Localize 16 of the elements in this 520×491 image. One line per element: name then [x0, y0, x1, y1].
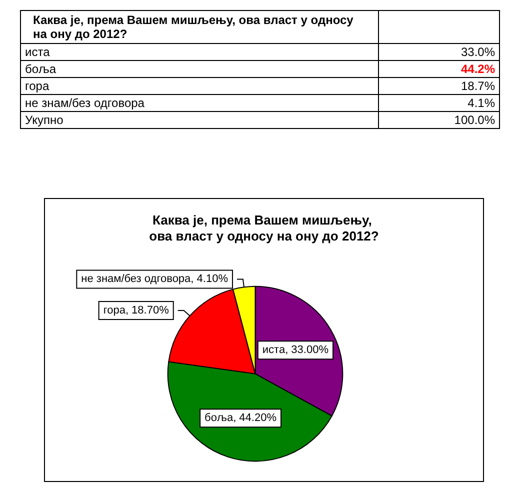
- text: 18.7%: [460, 79, 495, 93]
- text: Каква је, према Вашем мишљењу, ова власт у односу на ону до 2012?: [20, 10, 378, 44]
- text: 44.2%: [460, 62, 495, 76]
- category-label: гора: [20, 78, 378, 94]
- slice-label: боља, 44.20%: [204, 412, 277, 424]
- slice-label: иста, 33.00%: [262, 344, 329, 356]
- category-label: не знам/без одговора: [20, 94, 378, 112]
- text: 100.0%: [454, 113, 495, 127]
- text: 4.1%: [468, 96, 495, 110]
- text: 33.0%: [460, 45, 495, 59]
- slice-label: не знам/без одговора, 4.10%: [81, 273, 228, 286]
- category-label: боља: [20, 60, 378, 78]
- category-label: Укупно: [20, 112, 378, 128]
- slice-label: гора, 18.70%: [103, 304, 170, 317]
- category-label: иста: [20, 44, 378, 60]
- chart-title: Каква је, према Вашем мишљењу, ова власт у односу на ону до 2012?: [149, 212, 379, 244]
